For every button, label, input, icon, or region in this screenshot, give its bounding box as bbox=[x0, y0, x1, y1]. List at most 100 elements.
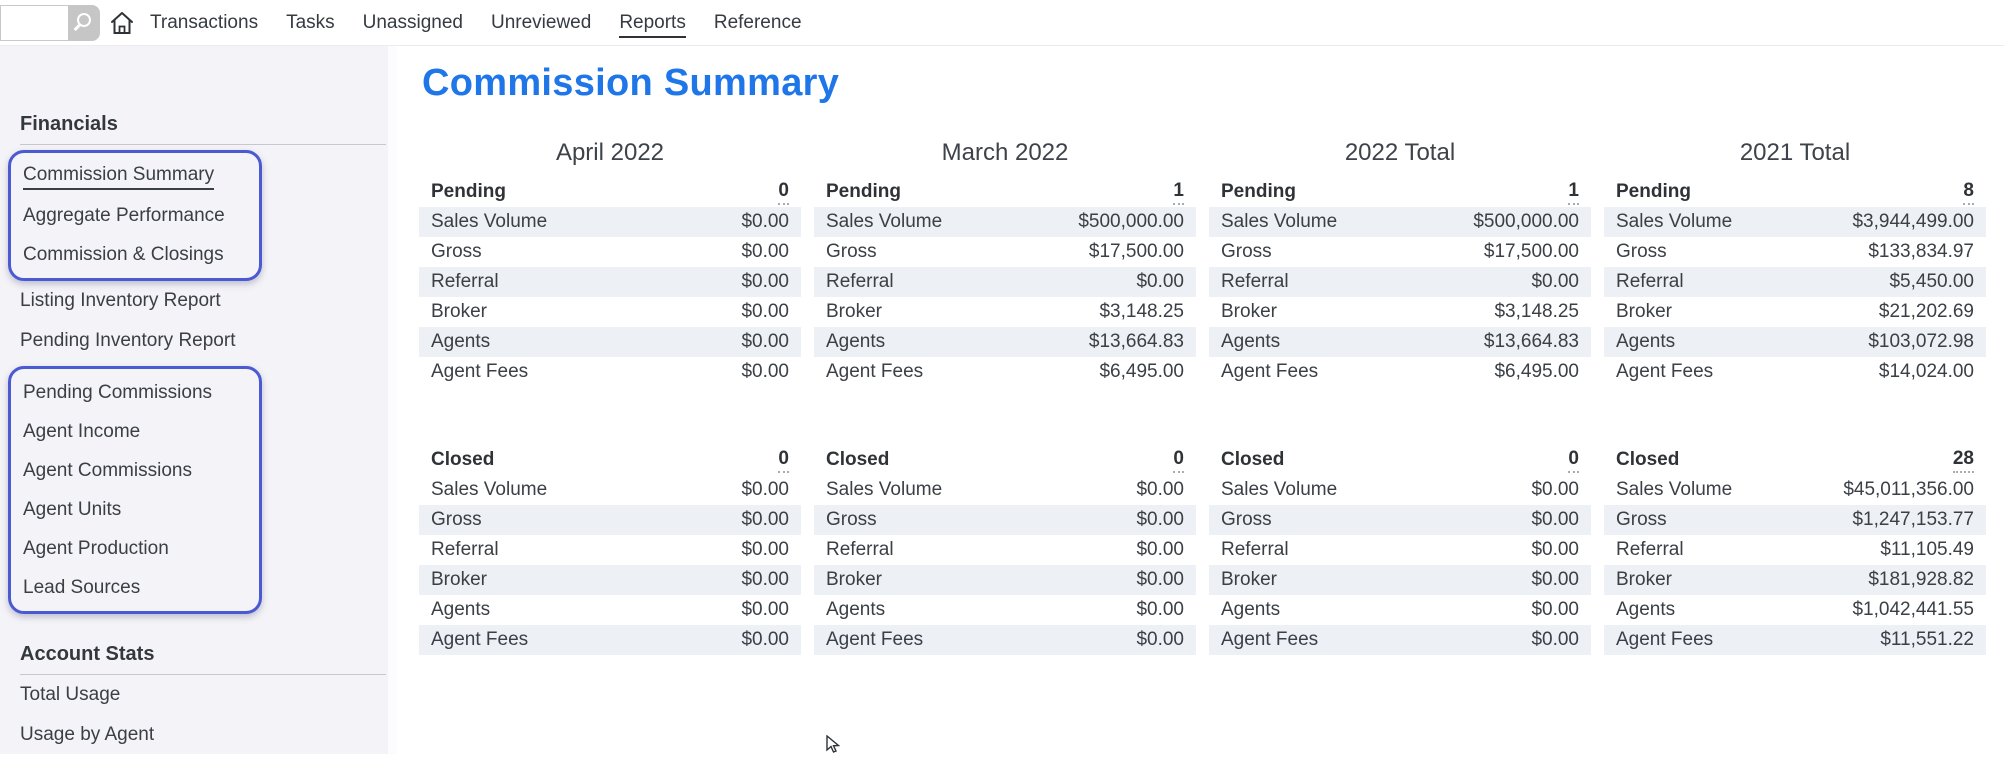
table-row: Sales Volume $3,944,499.00 bbox=[1604, 207, 1986, 237]
closed-count[interactable]: 0 bbox=[778, 448, 789, 473]
row-label: Sales Volume bbox=[1221, 479, 1338, 500]
magnifier-icon bbox=[77, 13, 91, 27]
sidebar-item-usage-by-agent[interactable]: Usage by Agent bbox=[0, 715, 397, 755]
table-row: Gross $0.00 bbox=[1209, 505, 1591, 535]
pending-count[interactable]: 8 bbox=[1963, 180, 1974, 205]
sidebar-item-agent-commissions[interactable]: Agent Commissions bbox=[11, 451, 259, 490]
table-row: Agent Fees $6,495.00 bbox=[814, 357, 1196, 387]
row-value: $0.00 bbox=[1136, 569, 1184, 590]
pending-count[interactable]: 0 bbox=[778, 180, 789, 205]
pending-section-header: Pending 1 bbox=[1209, 177, 1591, 207]
closed-section-header: Closed 0 bbox=[814, 445, 1196, 475]
table-row: Broker $0.00 bbox=[419, 297, 801, 327]
search-group bbox=[0, 5, 100, 41]
sidebar-item-total-usage[interactable]: Total Usage bbox=[0, 675, 397, 715]
row-label: Agent Fees bbox=[431, 629, 529, 650]
search-input[interactable] bbox=[0, 5, 68, 41]
row-value: $17,500.00 bbox=[1483, 241, 1579, 262]
row-value: $45,011,356.00 bbox=[1843, 479, 1974, 500]
table-row: Gross $17,500.00 bbox=[814, 237, 1196, 267]
sidebar-item-label: Commission Summary bbox=[23, 164, 215, 190]
table-row: Broker $3,148.25 bbox=[814, 297, 1196, 327]
table-row: Sales Volume $0.00 bbox=[1209, 475, 1591, 505]
row-label: Referral bbox=[1221, 271, 1289, 292]
row-label: Broker bbox=[1616, 569, 1672, 590]
row-value: $0.00 bbox=[1136, 539, 1184, 560]
page-title: Commission Summary bbox=[422, 62, 840, 104]
nav-tasks[interactable]: Tasks bbox=[286, 12, 335, 33]
row-label: Gross bbox=[431, 241, 482, 262]
table-row: Broker $0.00 bbox=[1209, 565, 1591, 595]
table-row: Agents $13,664.83 bbox=[1209, 327, 1591, 357]
home-icon[interactable] bbox=[108, 9, 136, 37]
section-label: Closed bbox=[431, 449, 495, 470]
row-value: $0.00 bbox=[741, 629, 789, 650]
nav-unreviewed[interactable]: Unreviewed bbox=[490, 12, 592, 33]
divider bbox=[20, 144, 386, 145]
row-label: Agents bbox=[431, 331, 491, 352]
row-value: $0.00 bbox=[741, 301, 789, 322]
table-row: Agents $0.00 bbox=[419, 595, 801, 625]
search-button[interactable] bbox=[68, 5, 100, 41]
sidebar-item-agent-units[interactable]: Agent Units bbox=[11, 490, 259, 529]
table-row: Sales Volume $45,011,356.00 bbox=[1604, 475, 1986, 505]
column-header: April 2022 bbox=[555, 139, 665, 166]
sidebar-item-pending-inventory-report[interactable]: Pending Inventory Report bbox=[0, 321, 397, 361]
row-value: $3,148.25 bbox=[1099, 301, 1184, 322]
sidebar-item-pending-commissions[interactable]: Pending Commissions bbox=[11, 373, 259, 412]
sidebar-item-aggregate-performance[interactable]: Aggregate Performance bbox=[11, 196, 259, 235]
table-row: Sales Volume $0.00 bbox=[814, 475, 1196, 505]
sidebar-heading-account-stats: Account Stats bbox=[20, 643, 155, 665]
row-label: Gross bbox=[826, 241, 877, 262]
row-value: $5,450.00 bbox=[1889, 271, 1974, 292]
table-row: Agent Fees $11,551.22 bbox=[1604, 625, 1986, 655]
nav-reports[interactable]: Reports bbox=[619, 8, 686, 38]
row-label: Agents bbox=[1616, 331, 1676, 352]
row-label: Sales Volume bbox=[1616, 479, 1733, 500]
closed-count[interactable]: 0 bbox=[1568, 448, 1579, 473]
report-column-2022-total: 2022 Total Pending 1 Sales Volume $500,00… bbox=[1209, 138, 1591, 655]
table-row: Agents $0.00 bbox=[1209, 595, 1591, 625]
sidebar-item-lead-sources[interactable]: Lead Sources bbox=[11, 568, 259, 607]
table-row: Referral $5,450.00 bbox=[1604, 267, 1986, 297]
row-label: Agent Fees bbox=[1616, 361, 1714, 382]
row-label: Broker bbox=[431, 569, 487, 590]
row-value: $11,551.22 bbox=[1880, 629, 1974, 650]
nav-unassigned[interactable]: Unassigned bbox=[362, 12, 463, 33]
pending-section-header: Pending 8 bbox=[1604, 177, 1986, 207]
table-row: Sales Volume $0.00 bbox=[419, 207, 801, 237]
pending-count[interactable]: 1 bbox=[1173, 180, 1184, 205]
closed-count[interactable]: 28 bbox=[1952, 448, 1974, 473]
nav-transactions[interactable]: Transactions bbox=[150, 12, 259, 33]
row-value: $17,500.00 bbox=[1088, 241, 1184, 262]
closed-count[interactable]: 0 bbox=[1173, 448, 1184, 473]
pending-count[interactable]: 1 bbox=[1568, 180, 1579, 205]
mouse-cursor bbox=[826, 734, 844, 760]
sidebar-highlight-box-top: Commission Summary Aggregate Performance… bbox=[8, 150, 262, 281]
table-row: Broker $181,928.82 bbox=[1604, 565, 1986, 595]
sidebar-scrollbar-track[interactable] bbox=[388, 46, 397, 754]
row-label: Referral bbox=[1616, 539, 1684, 560]
sidebar-item-commission-and-closings[interactable]: Commission & Closings bbox=[11, 235, 259, 274]
row-value: $0.00 bbox=[1531, 629, 1579, 650]
row-label: Agents bbox=[1221, 599, 1281, 620]
row-value: $0.00 bbox=[1531, 569, 1579, 590]
row-label: Agents bbox=[1616, 599, 1676, 620]
sidebar-item-agent-production[interactable]: Agent Production bbox=[11, 529, 259, 568]
table-row: Agent Fees $0.00 bbox=[419, 357, 801, 387]
row-label: Agent Fees bbox=[1221, 361, 1319, 382]
sidebar-item-label: Usage by Agent bbox=[20, 724, 155, 745]
sidebar-item-label: Lead Sources bbox=[23, 576, 141, 598]
row-label: Sales Volume bbox=[1221, 211, 1338, 232]
sidebar-item-agent-income[interactable]: Agent Income bbox=[11, 412, 259, 451]
row-label: Broker bbox=[1221, 301, 1277, 322]
row-value: $6,495.00 bbox=[1494, 361, 1579, 382]
section-label: Pending bbox=[1221, 181, 1296, 202]
row-value: $0.00 bbox=[741, 569, 789, 590]
row-value: $0.00 bbox=[741, 479, 789, 500]
row-label: Agent Fees bbox=[431, 361, 529, 382]
row-value: $0.00 bbox=[1136, 629, 1184, 650]
sidebar-item-listing-inventory-report[interactable]: Listing Inventory Report bbox=[0, 281, 397, 321]
nav-reference[interactable]: Reference bbox=[713, 12, 802, 33]
sidebar-item-commission-summary[interactable]: Commission Summary bbox=[11, 157, 259, 196]
